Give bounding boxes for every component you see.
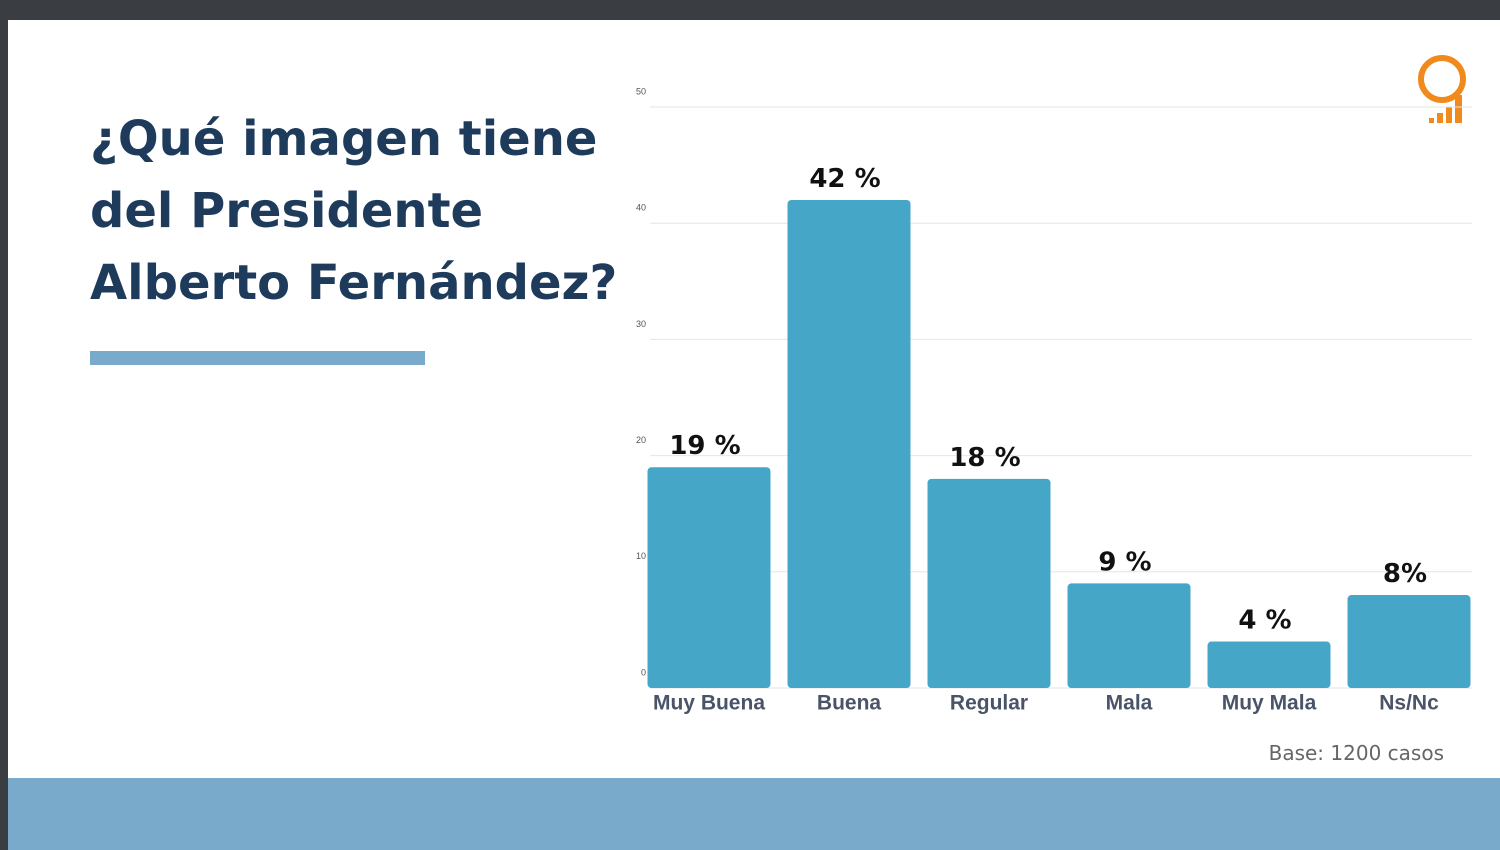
x-tick-label: Mala <box>1106 692 1153 715</box>
x-tick-label: Muy Mala <box>1222 692 1317 715</box>
value-label: 9 % <box>1098 547 1151 577</box>
y-tick-label: 0 <box>641 667 646 677</box>
bar <box>1207 641 1331 688</box>
bar <box>1347 595 1471 688</box>
value-label: 19 % <box>669 431 740 461</box>
footer-band <box>8 778 1500 850</box>
bar <box>927 478 1051 688</box>
bar <box>787 199 911 688</box>
y-tick-label: 20 <box>636 435 646 445</box>
title-underline <box>90 351 425 365</box>
chart-title: ¿Qué imagen tiene <box>90 111 597 167</box>
y-tick-label: 30 <box>636 319 646 329</box>
x-tick-label: Muy Buena <box>653 692 765 715</box>
value-label: 42 % <box>809 164 880 194</box>
base-note: Base: 1200 casos <box>1269 741 1444 765</box>
chart-title: del Presidente <box>90 183 483 239</box>
x-tick-label: Buena <box>817 692 882 715</box>
x-tick-label: Regular <box>950 692 1028 715</box>
bar <box>647 467 771 688</box>
value-label: 18 % <box>949 443 1020 473</box>
bar <box>1067 583 1191 688</box>
value-label: 8% <box>1383 559 1427 589</box>
value-label: 4 % <box>1238 606 1291 636</box>
logo <box>1418 55 1466 123</box>
chart-title: Alberto Fernández? <box>90 255 617 311</box>
y-tick-label: 50 <box>636 86 646 96</box>
y-tick-label: 10 <box>636 551 646 561</box>
y-tick-label: 40 <box>636 203 646 213</box>
top-strip <box>0 0 1500 20</box>
x-tick-label: Ns/Nc <box>1379 692 1439 715</box>
